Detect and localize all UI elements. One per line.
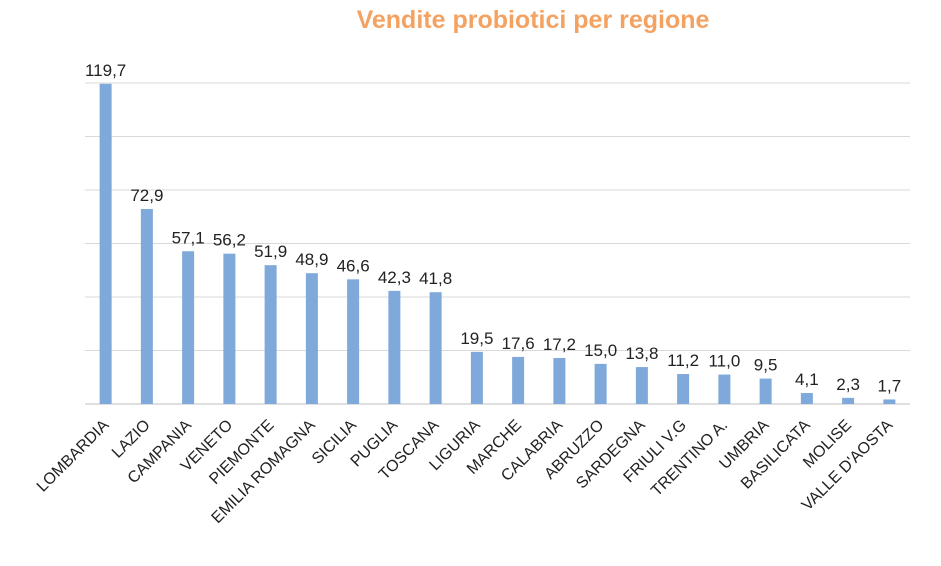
- gridlines: [85, 82, 910, 405]
- bar: [759, 378, 772, 404]
- bar: [305, 273, 318, 404]
- bars: [99, 83, 896, 405]
- bar: [677, 374, 690, 404]
- x-axis-labels: LOMBARDIALAZIOCAMPANIAVENETOPIEMONTEEMIL…: [34, 417, 897, 527]
- data-label: 13,8: [625, 344, 658, 363]
- data-label: 48,9: [295, 250, 328, 269]
- data-label: 42,3: [378, 268, 411, 287]
- bar: [388, 290, 401, 404]
- data-label: 57,1: [172, 228, 205, 247]
- bar: [99, 83, 112, 405]
- data-label: 11,2: [667, 351, 699, 370]
- bar: [347, 279, 360, 404]
- bar: [800, 393, 813, 404]
- bar: [635, 367, 648, 404]
- bar: [842, 397, 855, 404]
- data-label: 17,6: [502, 334, 535, 353]
- data-label: 72,9: [130, 186, 163, 205]
- bar: [553, 357, 566, 404]
- bar: [223, 253, 236, 404]
- bar: [429, 292, 442, 404]
- bar: [140, 208, 153, 404]
- bar: [470, 351, 483, 404]
- data-label: 15,0: [584, 341, 617, 360]
- data-label: 1,7: [878, 376, 902, 395]
- data-label: 41,8: [419, 269, 452, 288]
- data-label: 17,2: [543, 335, 576, 354]
- bar: [512, 356, 525, 404]
- data-label: 51,9: [254, 242, 287, 261]
- x-tick-label: LOMBARDIA: [34, 417, 113, 496]
- data-label: 19,5: [460, 329, 493, 348]
- bar: [264, 265, 277, 404]
- bar: [182, 251, 195, 404]
- data-label: 11,0: [708, 352, 740, 371]
- data-label: 4,1: [795, 370, 819, 389]
- data-label: 46,6: [337, 256, 370, 275]
- data-label: 9,5: [754, 356, 778, 375]
- chart-title: Vendite probiotici per regione: [356, 6, 710, 34]
- bar: [718, 374, 731, 404]
- bar: [883, 399, 896, 404]
- bar: [594, 363, 607, 404]
- data-label: 56,2: [213, 231, 246, 250]
- data-label: 2,3: [836, 375, 860, 394]
- data-label: 119,7: [85, 61, 126, 80]
- value-labels: 119,7 72,9 57,1 56,2 51,9 48,9 46,6 42,3 41,8 19,…: [85, 61, 901, 396]
